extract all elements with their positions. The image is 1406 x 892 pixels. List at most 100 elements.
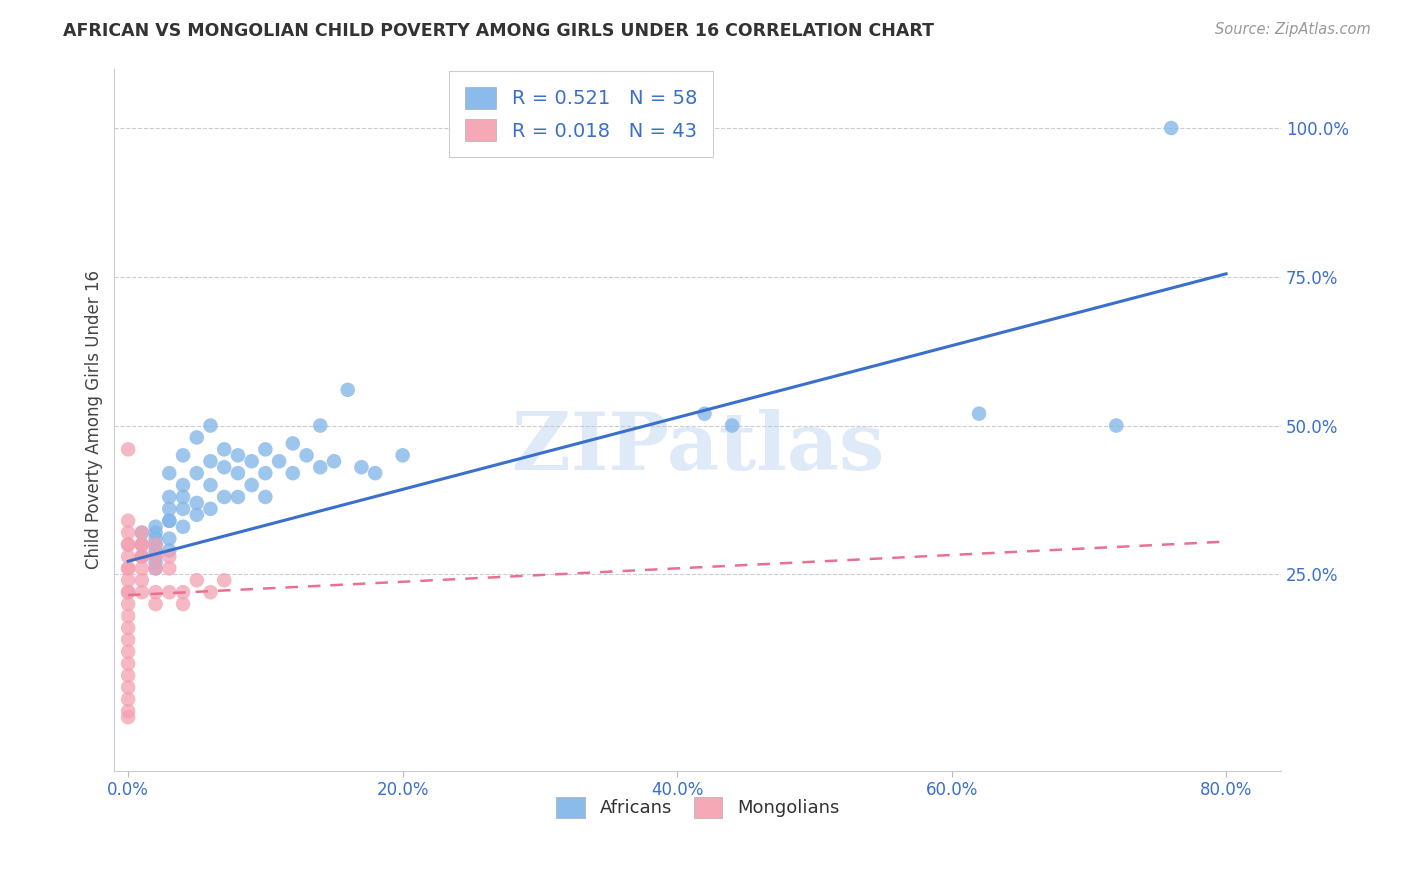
- Point: [212, 490, 235, 504]
- Point: [145, 597, 167, 611]
- Point: [131, 525, 153, 540]
- Point: [212, 574, 235, 588]
- Point: [226, 490, 249, 504]
- Point: [145, 543, 167, 558]
- Point: [131, 525, 153, 540]
- Point: [693, 407, 716, 421]
- Point: [157, 543, 180, 558]
- Point: [145, 538, 167, 552]
- Point: [309, 418, 332, 433]
- Point: [269, 454, 291, 468]
- Point: [172, 585, 194, 599]
- Point: [967, 407, 990, 421]
- Point: [145, 549, 167, 564]
- Point: [117, 692, 139, 706]
- Point: [117, 645, 139, 659]
- Text: ZIPatlas: ZIPatlas: [512, 409, 884, 487]
- Point: [157, 532, 180, 546]
- Point: [336, 383, 359, 397]
- Point: [117, 621, 139, 635]
- Point: [131, 585, 153, 599]
- Point: [157, 466, 180, 480]
- Point: [117, 668, 139, 682]
- Point: [131, 549, 153, 564]
- Point: [131, 538, 153, 552]
- Text: Source: ZipAtlas.com: Source: ZipAtlas.com: [1215, 22, 1371, 37]
- Point: [281, 436, 304, 450]
- Point: [145, 525, 167, 540]
- Point: [145, 538, 167, 552]
- Point: [172, 519, 194, 533]
- Point: [200, 585, 222, 599]
- Point: [157, 501, 180, 516]
- Point: [254, 490, 277, 504]
- Point: [117, 710, 139, 724]
- Point: [117, 549, 139, 564]
- Point: [117, 574, 139, 588]
- Point: [240, 478, 263, 492]
- Point: [157, 490, 180, 504]
- Point: [131, 538, 153, 552]
- Point: [145, 519, 167, 533]
- Point: [186, 466, 208, 480]
- Point: [117, 585, 139, 599]
- Point: [117, 681, 139, 695]
- Point: [309, 460, 332, 475]
- Point: [212, 442, 235, 457]
- Point: [721, 418, 744, 433]
- Point: [212, 460, 235, 475]
- Point: [117, 525, 139, 540]
- Point: [200, 418, 222, 433]
- Point: [145, 549, 167, 564]
- Point: [157, 514, 180, 528]
- Point: [172, 597, 194, 611]
- Point: [131, 538, 153, 552]
- Point: [281, 466, 304, 480]
- Point: [145, 585, 167, 599]
- Point: [117, 704, 139, 718]
- Point: [145, 561, 167, 575]
- Text: AFRICAN VS MONGOLIAN CHILD POVERTY AMONG GIRLS UNDER 16 CORRELATION CHART: AFRICAN VS MONGOLIAN CHILD POVERTY AMONG…: [63, 22, 934, 40]
- Point: [145, 556, 167, 570]
- Point: [157, 549, 180, 564]
- Point: [157, 585, 180, 599]
- Point: [117, 585, 139, 599]
- Point: [1105, 418, 1128, 433]
- Y-axis label: Child Poverty Among Girls Under 16: Child Poverty Among Girls Under 16: [86, 270, 103, 569]
- Point: [117, 597, 139, 611]
- Point: [200, 454, 222, 468]
- Point: [157, 561, 180, 575]
- Point: [117, 657, 139, 671]
- Point: [186, 574, 208, 588]
- Point: [117, 609, 139, 624]
- Point: [131, 574, 153, 588]
- Point: [117, 561, 139, 575]
- Point: [186, 496, 208, 510]
- Point: [117, 632, 139, 647]
- Point: [117, 538, 139, 552]
- Point: [131, 549, 153, 564]
- Point: [117, 538, 139, 552]
- Point: [157, 514, 180, 528]
- Point: [350, 460, 373, 475]
- Point: [200, 501, 222, 516]
- Point: [186, 508, 208, 522]
- Point: [172, 501, 194, 516]
- Point: [1160, 121, 1182, 136]
- Point: [145, 532, 167, 546]
- Point: [295, 448, 318, 462]
- Point: [186, 430, 208, 444]
- Point: [254, 466, 277, 480]
- Point: [117, 514, 139, 528]
- Point: [240, 454, 263, 468]
- Point: [226, 448, 249, 462]
- Point: [323, 454, 346, 468]
- Point: [200, 478, 222, 492]
- Point: [131, 549, 153, 564]
- Point: [364, 466, 387, 480]
- Point: [172, 448, 194, 462]
- Point: [172, 478, 194, 492]
- Point: [254, 442, 277, 457]
- Legend: Africans, Mongolians: Africans, Mongolians: [548, 789, 846, 825]
- Point: [145, 561, 167, 575]
